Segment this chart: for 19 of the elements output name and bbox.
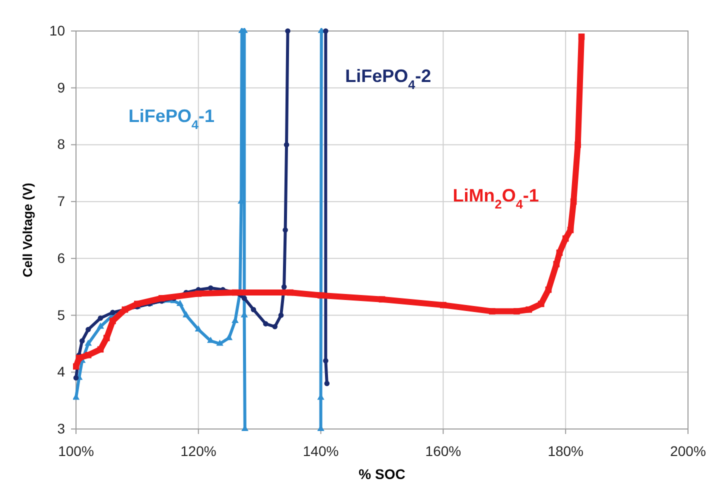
series-label: LiFePO$_{4}$-1 — [128, 106, 214, 132]
y-tick-label: 6 — [57, 250, 66, 266]
y-axis-title: Cell Voltage (V) — [20, 182, 35, 278]
y-tick-label: 5 — [57, 306, 66, 323]
x-tick-label: 180% — [548, 442, 584, 459]
x-axis-title: % SOC — [358, 466, 406, 482]
y-tick-label: 3 — [57, 420, 66, 436]
x-tick-label: 200% — [670, 442, 706, 459]
series-label: LiFePO$_{4}$-2 — [345, 66, 432, 92]
x-tick-label: 120% — [180, 442, 216, 459]
y-tick-label: 10 — [49, 22, 66, 38]
series-label: LiMn$_{2}$O$_{4}$-1 — [452, 186, 539, 212]
x-tick-label: 160% — [425, 442, 462, 459]
y-tick-label: 8 — [57, 136, 66, 152]
x-tick-label: 100% — [58, 442, 94, 459]
y-tick-label: 7 — [57, 193, 66, 210]
x-tick-label: 140% — [302, 442, 339, 459]
y-tick-label: 9 — [57, 79, 66, 96]
y-tick-label: 4 — [57, 364, 66, 380]
